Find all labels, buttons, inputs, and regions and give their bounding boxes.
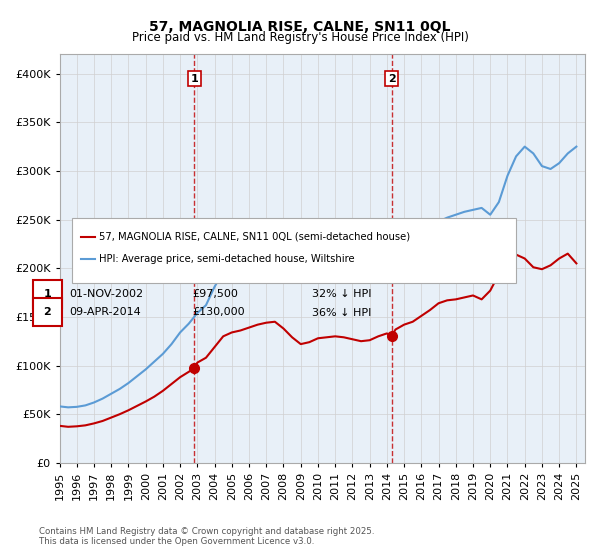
Text: 2: 2 [388,73,395,83]
Text: Contains HM Land Registry data © Crown copyright and database right 2025.
This d: Contains HM Land Registry data © Crown c… [39,526,374,546]
Text: 09-APR-2014: 09-APR-2014 [69,307,141,318]
Text: 01-NOV-2002: 01-NOV-2002 [69,289,143,299]
Text: 2: 2 [44,307,51,318]
Text: £130,000: £130,000 [192,307,245,318]
Text: 1: 1 [44,289,51,299]
Text: 57, MAGNOLIA RISE, CALNE, SN11 0QL (semi-detached house): 57, MAGNOLIA RISE, CALNE, SN11 0QL (semi… [99,232,410,242]
Text: 32% ↓ HPI: 32% ↓ HPI [312,289,371,299]
Text: 1: 1 [191,73,199,83]
Text: 57, MAGNOLIA RISE, CALNE, SN11 0QL: 57, MAGNOLIA RISE, CALNE, SN11 0QL [149,20,451,34]
Text: HPI: Average price, semi-detached house, Wiltshire: HPI: Average price, semi-detached house,… [99,254,355,264]
Text: Price paid vs. HM Land Registry's House Price Index (HPI): Price paid vs. HM Land Registry's House … [131,31,469,44]
Text: £97,500: £97,500 [192,289,238,299]
Text: 36% ↓ HPI: 36% ↓ HPI [312,307,371,318]
